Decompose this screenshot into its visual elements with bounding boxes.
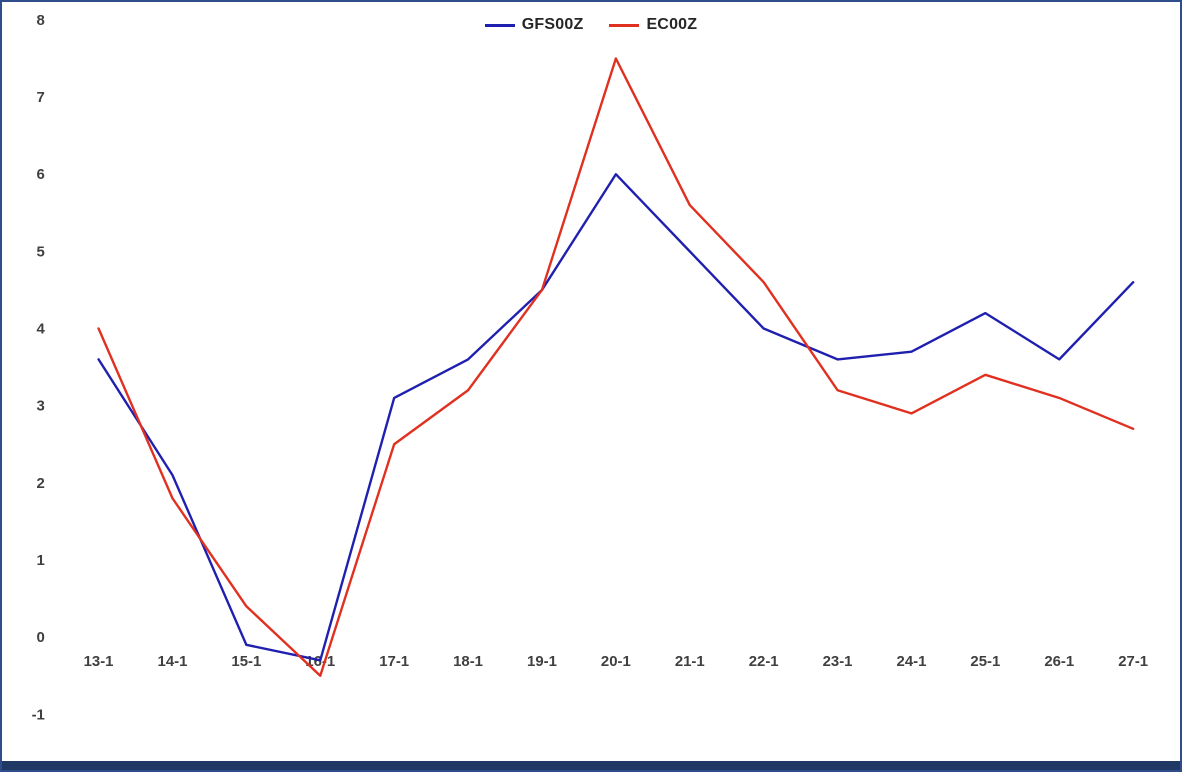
y-axis-tick-label: 1 (37, 552, 45, 569)
y-axis-tick-label: 3 (37, 398, 45, 415)
x-axis-tick-label: 15-1 (231, 653, 261, 670)
y-axis-tick-label: 8 (37, 12, 45, 29)
bottom-window-edge (2, 761, 1180, 770)
x-axis-tick-label: 22-1 (749, 653, 779, 670)
x-axis-tick-label: 13-1 (84, 653, 114, 670)
x-axis-tick-label: 17-1 (379, 653, 409, 670)
series-line-gfs00z (97, 173, 1135, 662)
x-axis-tick-label: 19-1 (527, 653, 557, 670)
y-axis-tick-label: 4 (37, 320, 46, 337)
x-axis-tick-label: 14-1 (158, 653, 188, 670)
y-axis-tick-label: 5 (37, 243, 45, 260)
x-axis-tick-label: 18-1 (453, 653, 483, 670)
x-axis-tick-label: 21-1 (675, 653, 705, 670)
y-axis-tick-label: -1 (32, 706, 45, 723)
series-line-ec00z (97, 57, 1135, 677)
x-axis-tick-label: 20-1 (601, 653, 631, 670)
x-axis-tick-label: 24-1 (897, 653, 927, 670)
x-axis-tick-label: 27-1 (1118, 653, 1148, 670)
y-axis-tick-label: 0 (37, 629, 45, 646)
y-axis-tick-label: 2 (37, 475, 45, 492)
x-axis-tick-label: 16-1 (305, 653, 335, 670)
x-axis-tick-label: 26-1 (1044, 653, 1074, 670)
x-axis-tick-label: 23-1 (823, 653, 853, 670)
y-axis-tick-label: 7 (37, 89, 45, 106)
x-axis-tick-label: 25-1 (970, 653, 1000, 670)
y-axis-tick-label: 6 (37, 166, 45, 183)
